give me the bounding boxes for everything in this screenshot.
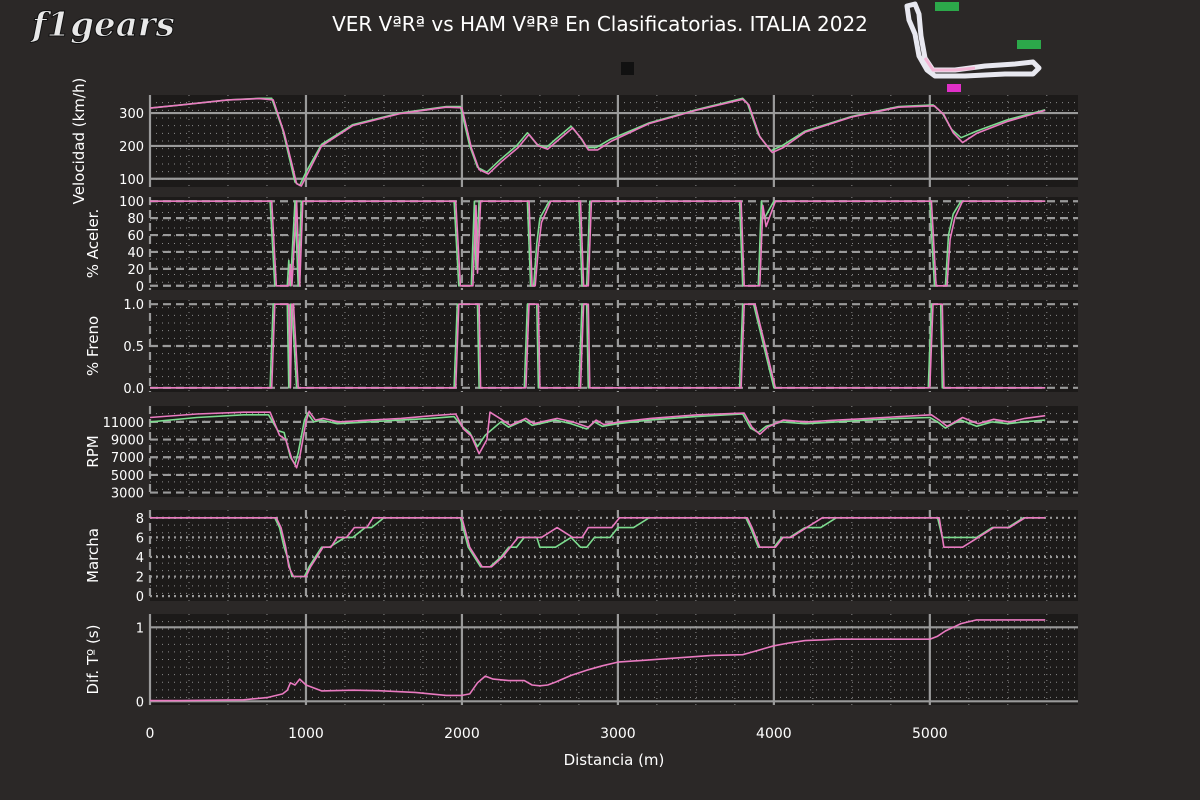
x-axis-label: Distancia (m)	[564, 751, 665, 769]
panel-throttle-ylabel: % Aceler.	[84, 209, 102, 278]
panel-rpm-ytick-label: 5000	[111, 469, 144, 484]
panel-speed-ytick-label: 100	[119, 173, 144, 188]
panel-brake-ytick-label: 0.0	[123, 382, 144, 397]
panel-gear-ytick-label: 0	[136, 590, 144, 605]
panel-speed-background	[150, 95, 1078, 187]
panel-throttle-ytick-label: 60	[127, 229, 144, 244]
panel-throttle-background	[150, 197, 1078, 290]
x-tick-label: 2000	[444, 726, 480, 742]
panel-delta-background	[150, 614, 1078, 705]
panel-delta-ylabel: Dif. Tº (s)	[84, 625, 102, 695]
panel-throttle-series-ham	[150, 200, 1046, 287]
panel-gear-ylabel: Marcha	[84, 528, 102, 583]
panel-throttle-ytick-label: 40	[127, 246, 144, 261]
panel-gear-ytick-label: 6	[136, 531, 144, 546]
panel-speed-series-ham	[149, 97, 1046, 187]
panel-gear-ytick-label: 8	[136, 512, 144, 527]
panel-gear-ytick-label: 4	[136, 551, 144, 566]
panel-delta-ytick-label: 0	[136, 695, 144, 710]
panel-brake-ytick-label: 0.5	[123, 340, 144, 355]
track-label-2	[1017, 40, 1041, 49]
f1gears-logo: f1gears	[30, 5, 175, 46]
panel-delta-ytick-label: 1	[136, 621, 144, 636]
track-label-3	[947, 84, 961, 92]
panel-speed-ytick-label: 300	[119, 107, 144, 122]
x-tick-label: 3000	[600, 726, 636, 742]
chart-title: VER VªRª vs HAM VªRª En Clasificatorias.…	[332, 12, 868, 36]
panel-throttle-ytick-label: 0	[136, 280, 144, 295]
panel-delta-series-ham	[150, 619, 1046, 702]
panel-brake-ylabel: % Freno	[84, 316, 102, 376]
panel-rpm-ytick-label: 9000	[111, 434, 144, 449]
panel-brake-series-ham	[150, 303, 1046, 389]
x-tick-label: 5000	[912, 726, 948, 742]
x-tick-label: 0	[146, 726, 155, 742]
panel-throttle-ytick-label: 20	[127, 263, 144, 278]
panel-rpm-ylabel: RPM	[84, 435, 102, 467]
panel-gear-ytick-label: 2	[136, 571, 144, 586]
panel-gear-series-ham	[150, 516, 1046, 578]
panel-rpm-ytick-label: 11000	[103, 416, 144, 431]
panel-speed-ytick-label: 200	[119, 140, 144, 155]
track-outline	[904, 1, 1042, 79]
panel-rpm-series-ham	[149, 410, 1046, 469]
panel-throttle-ytick-label: 100	[119, 195, 144, 210]
track-label-1	[935, 2, 959, 11]
panel-rpm-ytick-label: 3000	[111, 487, 144, 502]
panel-throttle-ytick-label: 80	[127, 212, 144, 227]
panel-rpm-series-ver	[149, 412, 1046, 466]
track-map	[904, 1, 1042, 92]
panel-speed-ylabel: Velocidad (km/h)	[70, 78, 88, 205]
legend-box	[621, 62, 634, 75]
panel-gear-series-ver	[150, 516, 1046, 578]
panel-rpm-ytick-label: 7000	[111, 451, 144, 466]
x-tick-label: 1000	[288, 726, 324, 742]
track-segment-highlight	[923, 57, 976, 72]
logo-text: f1gears	[30, 5, 175, 45]
panel-brake-ytick-label: 1.0	[123, 298, 144, 313]
x-tick-label: 4000	[756, 726, 792, 742]
